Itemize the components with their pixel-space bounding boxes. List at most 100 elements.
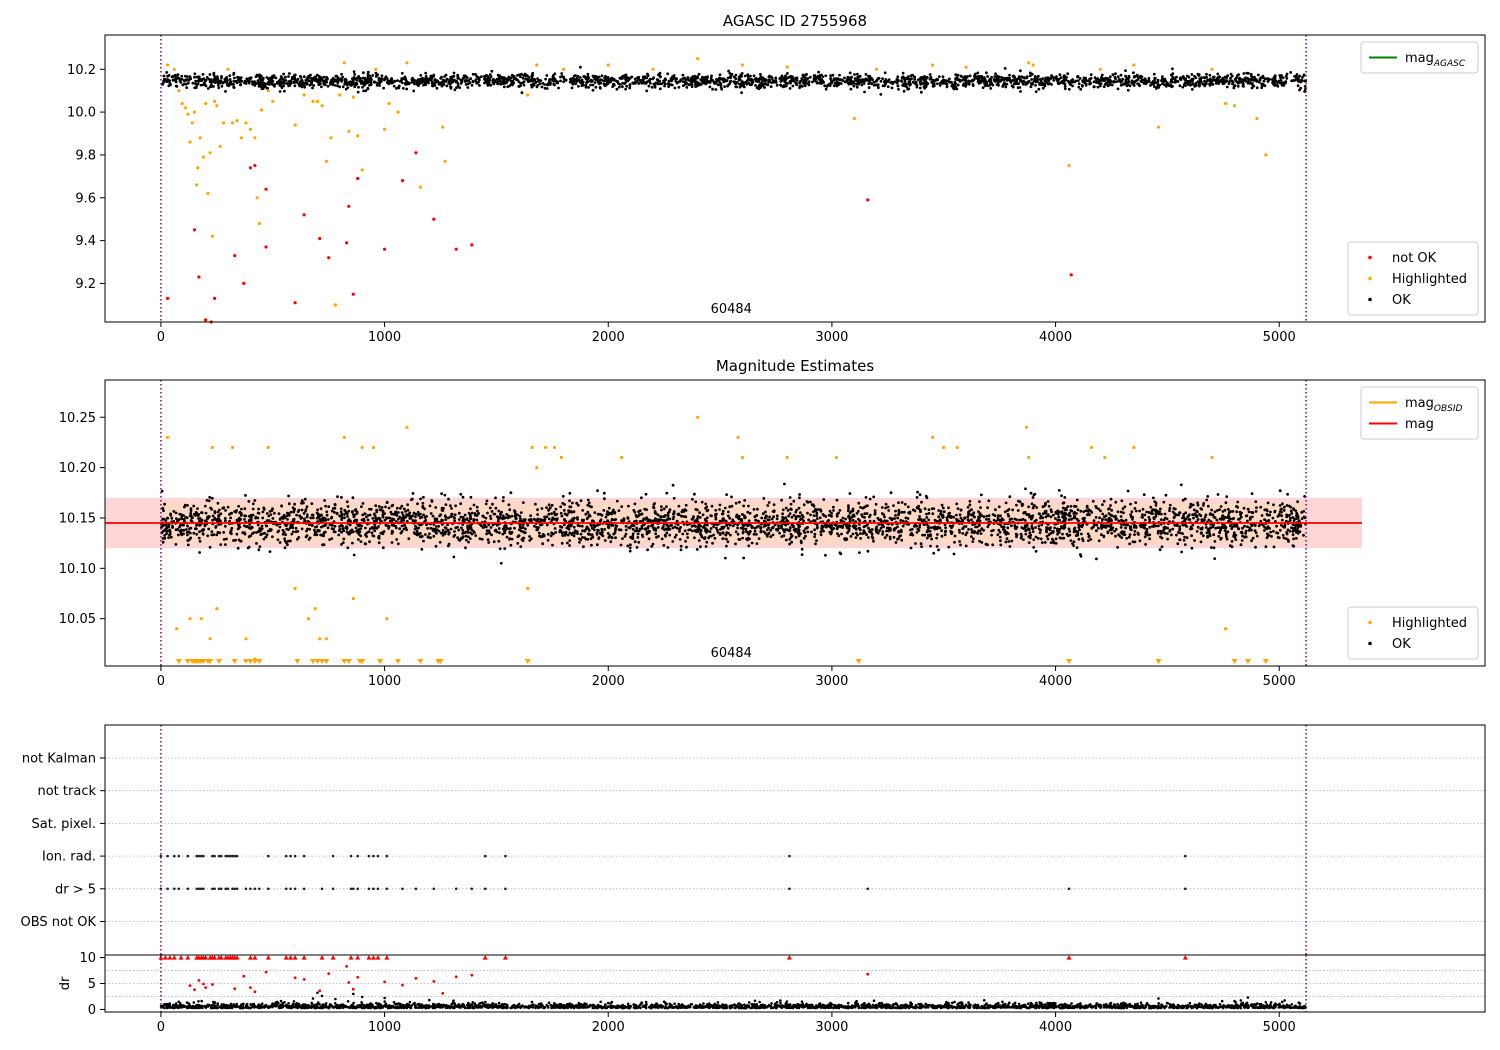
ok-point [847, 82, 851, 86]
ok-point [867, 86, 871, 89]
ok-point [775, 514, 779, 518]
ok-point [1238, 76, 1241, 80]
ok-point [919, 77, 923, 81]
ok-point [633, 540, 637, 544]
ok-point [1271, 516, 1275, 520]
ok-point [955, 502, 959, 506]
ok-point [329, 82, 332, 86]
ok-point [784, 538, 788, 542]
ok-point [319, 525, 323, 529]
ok-point [206, 87, 210, 90]
ok-point [739, 74, 742, 78]
ok-point [1250, 524, 1254, 528]
ok-point [209, 79, 213, 83]
ok-point [744, 527, 748, 531]
ok-point [442, 80, 445, 84]
ok-point [366, 86, 370, 90]
ok-point [843, 76, 846, 80]
ok-point [1213, 540, 1217, 543]
ok-point [914, 82, 917, 86]
ok-point [185, 78, 188, 82]
ok-point [985, 71, 988, 75]
ok-point [236, 546, 240, 550]
ok-point [808, 75, 812, 79]
ok-point [1054, 537, 1058, 541]
ok-point [165, 71, 169, 74]
ok-point [216, 77, 219, 81]
ok-point [822, 498, 826, 501]
ok-point [1182, 83, 1186, 87]
highlighted-point [696, 57, 700, 61]
ok-point [353, 73, 356, 76]
ok-point [589, 537, 593, 541]
ok-point [980, 75, 984, 78]
ok-point [292, 509, 296, 512]
ok-point [1159, 518, 1163, 521]
ok-point [1218, 517, 1222, 521]
ok-point [591, 83, 595, 87]
ok-point [1246, 77, 1250, 80]
ok-point [723, 79, 727, 83]
ok-point [448, 85, 452, 88]
legend-label-subscript: AGASC [1433, 59, 1466, 69]
ok-point [667, 79, 671, 83]
ok-point [1225, 85, 1229, 89]
highlighted-point [338, 93, 342, 97]
ok-point [963, 78, 967, 82]
ok-point [1106, 84, 1110, 88]
ok-point [581, 83, 585, 87]
ok-point [901, 71, 905, 75]
ok-point [530, 83, 533, 87]
ok-point [222, 81, 225, 84]
ok-point [261, 78, 264, 82]
highlighted-point [1098, 67, 1102, 71]
ok-point [206, 534, 210, 538]
ok-point [700, 75, 704, 79]
ok-point [1232, 85, 1236, 88]
ok-point [633, 502, 637, 506]
ok-point [360, 505, 363, 509]
highlighted-point [253, 136, 257, 140]
ok-point [875, 78, 879, 82]
ok-point [1136, 531, 1140, 535]
ok-point [931, 84, 935, 88]
ok-point [761, 512, 765, 516]
ok-point [368, 83, 371, 87]
ok-point [807, 82, 810, 86]
ok-point [759, 72, 762, 76]
ok-point [219, 543, 223, 546]
ok-point [1156, 83, 1160, 87]
ok-point [872, 495, 876, 499]
ok-point [1233, 535, 1237, 539]
ok-point [278, 541, 282, 544]
ok-point [1297, 80, 1300, 83]
not-ok-point [1069, 273, 1073, 277]
ok-point [643, 82, 646, 85]
ok-point [1136, 75, 1140, 79]
ok-point [1282, 509, 1286, 512]
highlighted-point [931, 63, 935, 67]
ok-point [1096, 85, 1100, 89]
ok-point [249, 76, 253, 80]
ok-point [358, 78, 362, 82]
ok-point [1110, 531, 1114, 535]
ok-point [620, 505, 624, 508]
ok-point [867, 82, 871, 86]
ok-point [535, 85, 539, 89]
ok-point [1019, 90, 1022, 93]
ok-point [1053, 526, 1056, 530]
ok-point [464, 75, 468, 79]
ok-point [929, 544, 932, 548]
ok-point [1078, 528, 1081, 532]
ok-point [1291, 533, 1295, 537]
ok-point [937, 548, 940, 552]
ok-point [824, 87, 828, 91]
ok-point [584, 85, 588, 89]
ok-point [1043, 541, 1047, 544]
ok-point [680, 510, 684, 514]
ok-point [208, 495, 212, 499]
ok-point [610, 511, 614, 514]
ok-point [699, 529, 703, 532]
highlighted-point [198, 136, 202, 140]
ok-point [1194, 76, 1198, 80]
